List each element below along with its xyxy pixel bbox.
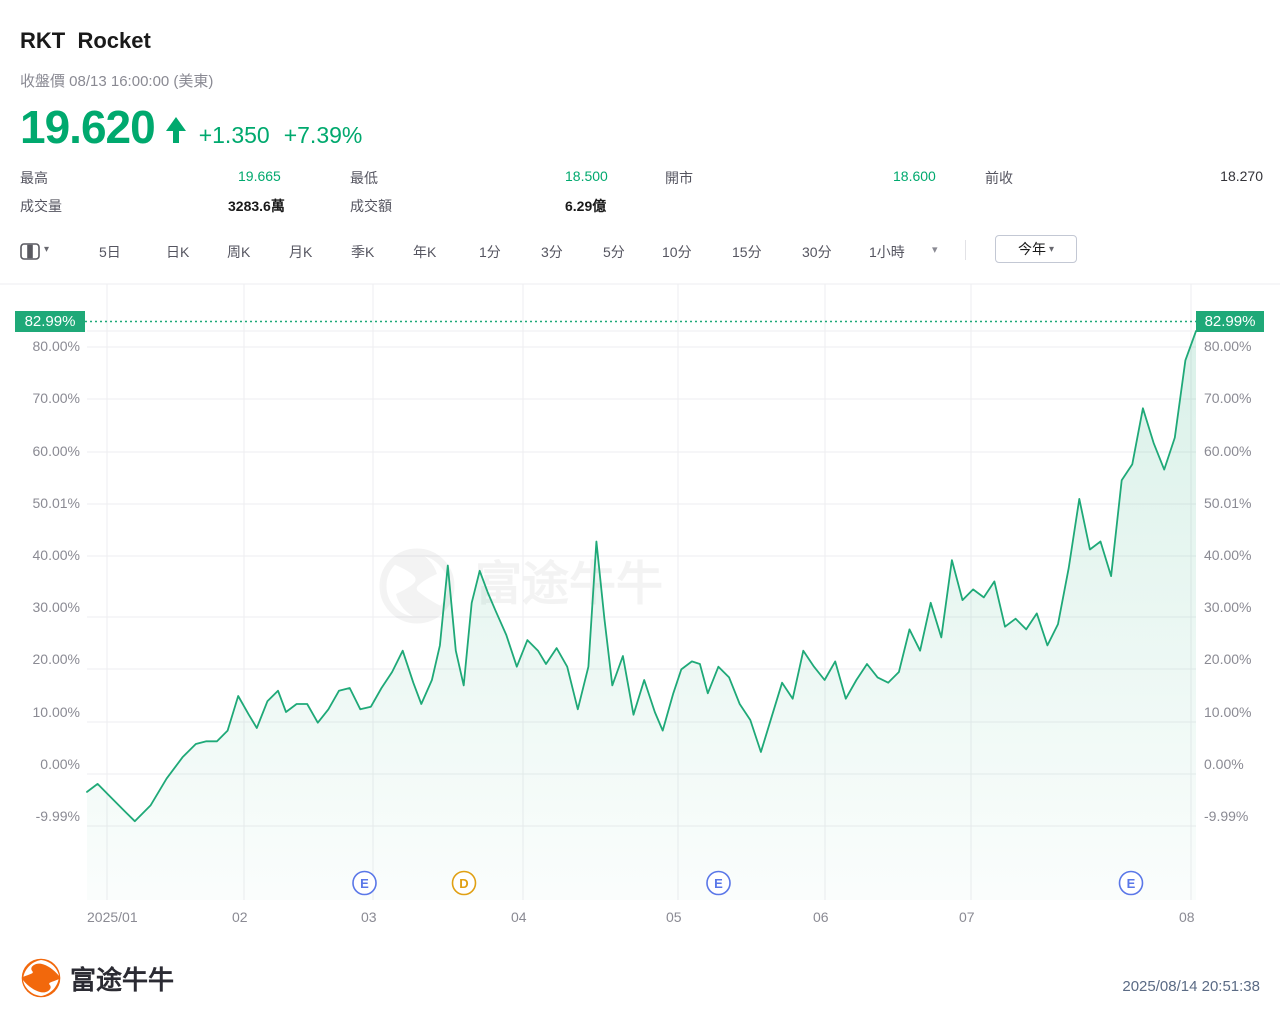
svg-text:富途牛牛: 富途牛牛 — [475, 557, 663, 610]
svg-text:E: E — [714, 876, 723, 891]
svg-text:D: D — [459, 876, 468, 891]
svg-text:E: E — [360, 876, 369, 891]
svg-text:82.99%: 82.99% — [25, 313, 76, 330]
svg-text:E: E — [1127, 876, 1136, 891]
svg-text:82.99%: 82.99% — [1205, 313, 1256, 330]
